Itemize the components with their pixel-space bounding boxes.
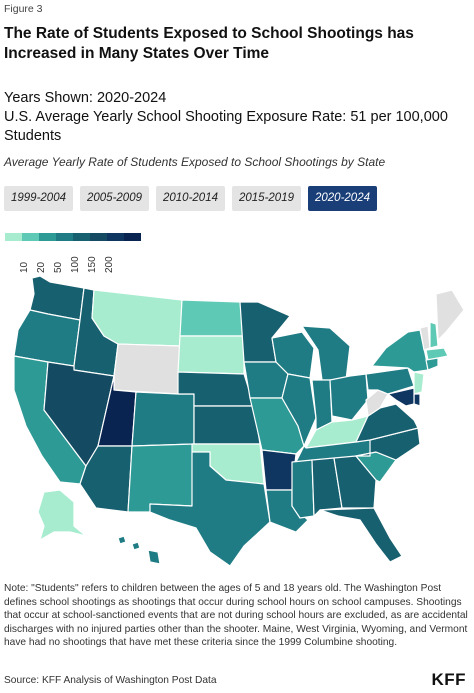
years-shown: Years Shown: 2020-2024 xyxy=(4,90,167,106)
state-CT[interactable] xyxy=(425,357,439,371)
us-choropleth-map xyxy=(13,275,465,567)
state-KS[interactable] xyxy=(193,405,261,445)
state-NC[interactable] xyxy=(355,427,421,461)
state-WY[interactable] xyxy=(113,343,181,395)
state-VA[interactable] xyxy=(355,403,419,443)
legend-swatch xyxy=(107,233,124,241)
period-selector: 1999-2004 2005-2009 2010-2014 2015-2019 … xyxy=(4,186,377,211)
footnote: Note: "Students" refers to children betw… xyxy=(4,583,468,649)
state-WV[interactable] xyxy=(365,389,389,417)
state-FL[interactable] xyxy=(319,507,403,563)
state-ND[interactable] xyxy=(179,299,245,337)
kff-logo: KFF xyxy=(431,670,466,689)
state-SD[interactable] xyxy=(177,335,245,375)
state-OH[interactable] xyxy=(329,373,369,421)
color-legend: 10 20 50 100 150 200 xyxy=(5,233,141,273)
state-HI[interactable] xyxy=(117,535,161,565)
chart-title: The Rate of Students Exposed to School S… xyxy=(4,25,414,62)
state-TX[interactable] xyxy=(149,451,271,567)
state-GA[interactable] xyxy=(333,455,377,509)
legend-ticks: 10 20 50 100 150 200 xyxy=(5,241,141,273)
legend-swatch xyxy=(124,233,141,241)
period-button-2010-2014[interactable]: 2010-2014 xyxy=(156,186,225,211)
source-line: Source: KFF Analysis of Washington Post … xyxy=(4,675,217,686)
state-NY[interactable] xyxy=(371,329,429,373)
legend-swatch xyxy=(5,233,22,241)
state-CO[interactable] xyxy=(131,391,195,447)
map-subtitle: Average Yearly Rate of Students Exposed … xyxy=(4,155,386,169)
period-button-2020-2024[interactable]: 2020-2024 xyxy=(308,186,377,211)
legend-swatch xyxy=(56,233,73,241)
period-button-1999-2004[interactable]: 1999-2004 xyxy=(4,186,73,211)
period-button-2005-2009[interactable]: 2005-2009 xyxy=(80,186,149,211)
state-IN[interactable] xyxy=(311,379,333,431)
state-NM[interactable] xyxy=(127,443,195,513)
state-MA[interactable] xyxy=(425,347,449,361)
state-MS[interactable] xyxy=(291,459,315,519)
state-NH[interactable] xyxy=(429,321,439,349)
state-MD[interactable] xyxy=(387,387,415,407)
state-AR[interactable] xyxy=(261,449,297,491)
legend-swatches xyxy=(5,233,141,241)
figure-label: Figure 3 xyxy=(4,3,43,15)
legend-swatch xyxy=(90,233,107,241)
state-AK[interactable] xyxy=(37,489,87,541)
state-NJ[interactable] xyxy=(413,371,425,395)
legend-swatch xyxy=(39,233,56,241)
legend-swatch xyxy=(73,233,90,241)
us-average: U.S. Average Yearly School Shooting Expo… xyxy=(4,109,448,144)
state-ME[interactable] xyxy=(435,289,465,341)
period-button-2015-2019[interactable]: 2015-2019 xyxy=(232,186,301,211)
legend-swatch xyxy=(22,233,39,241)
state-DE[interactable] xyxy=(413,393,421,407)
